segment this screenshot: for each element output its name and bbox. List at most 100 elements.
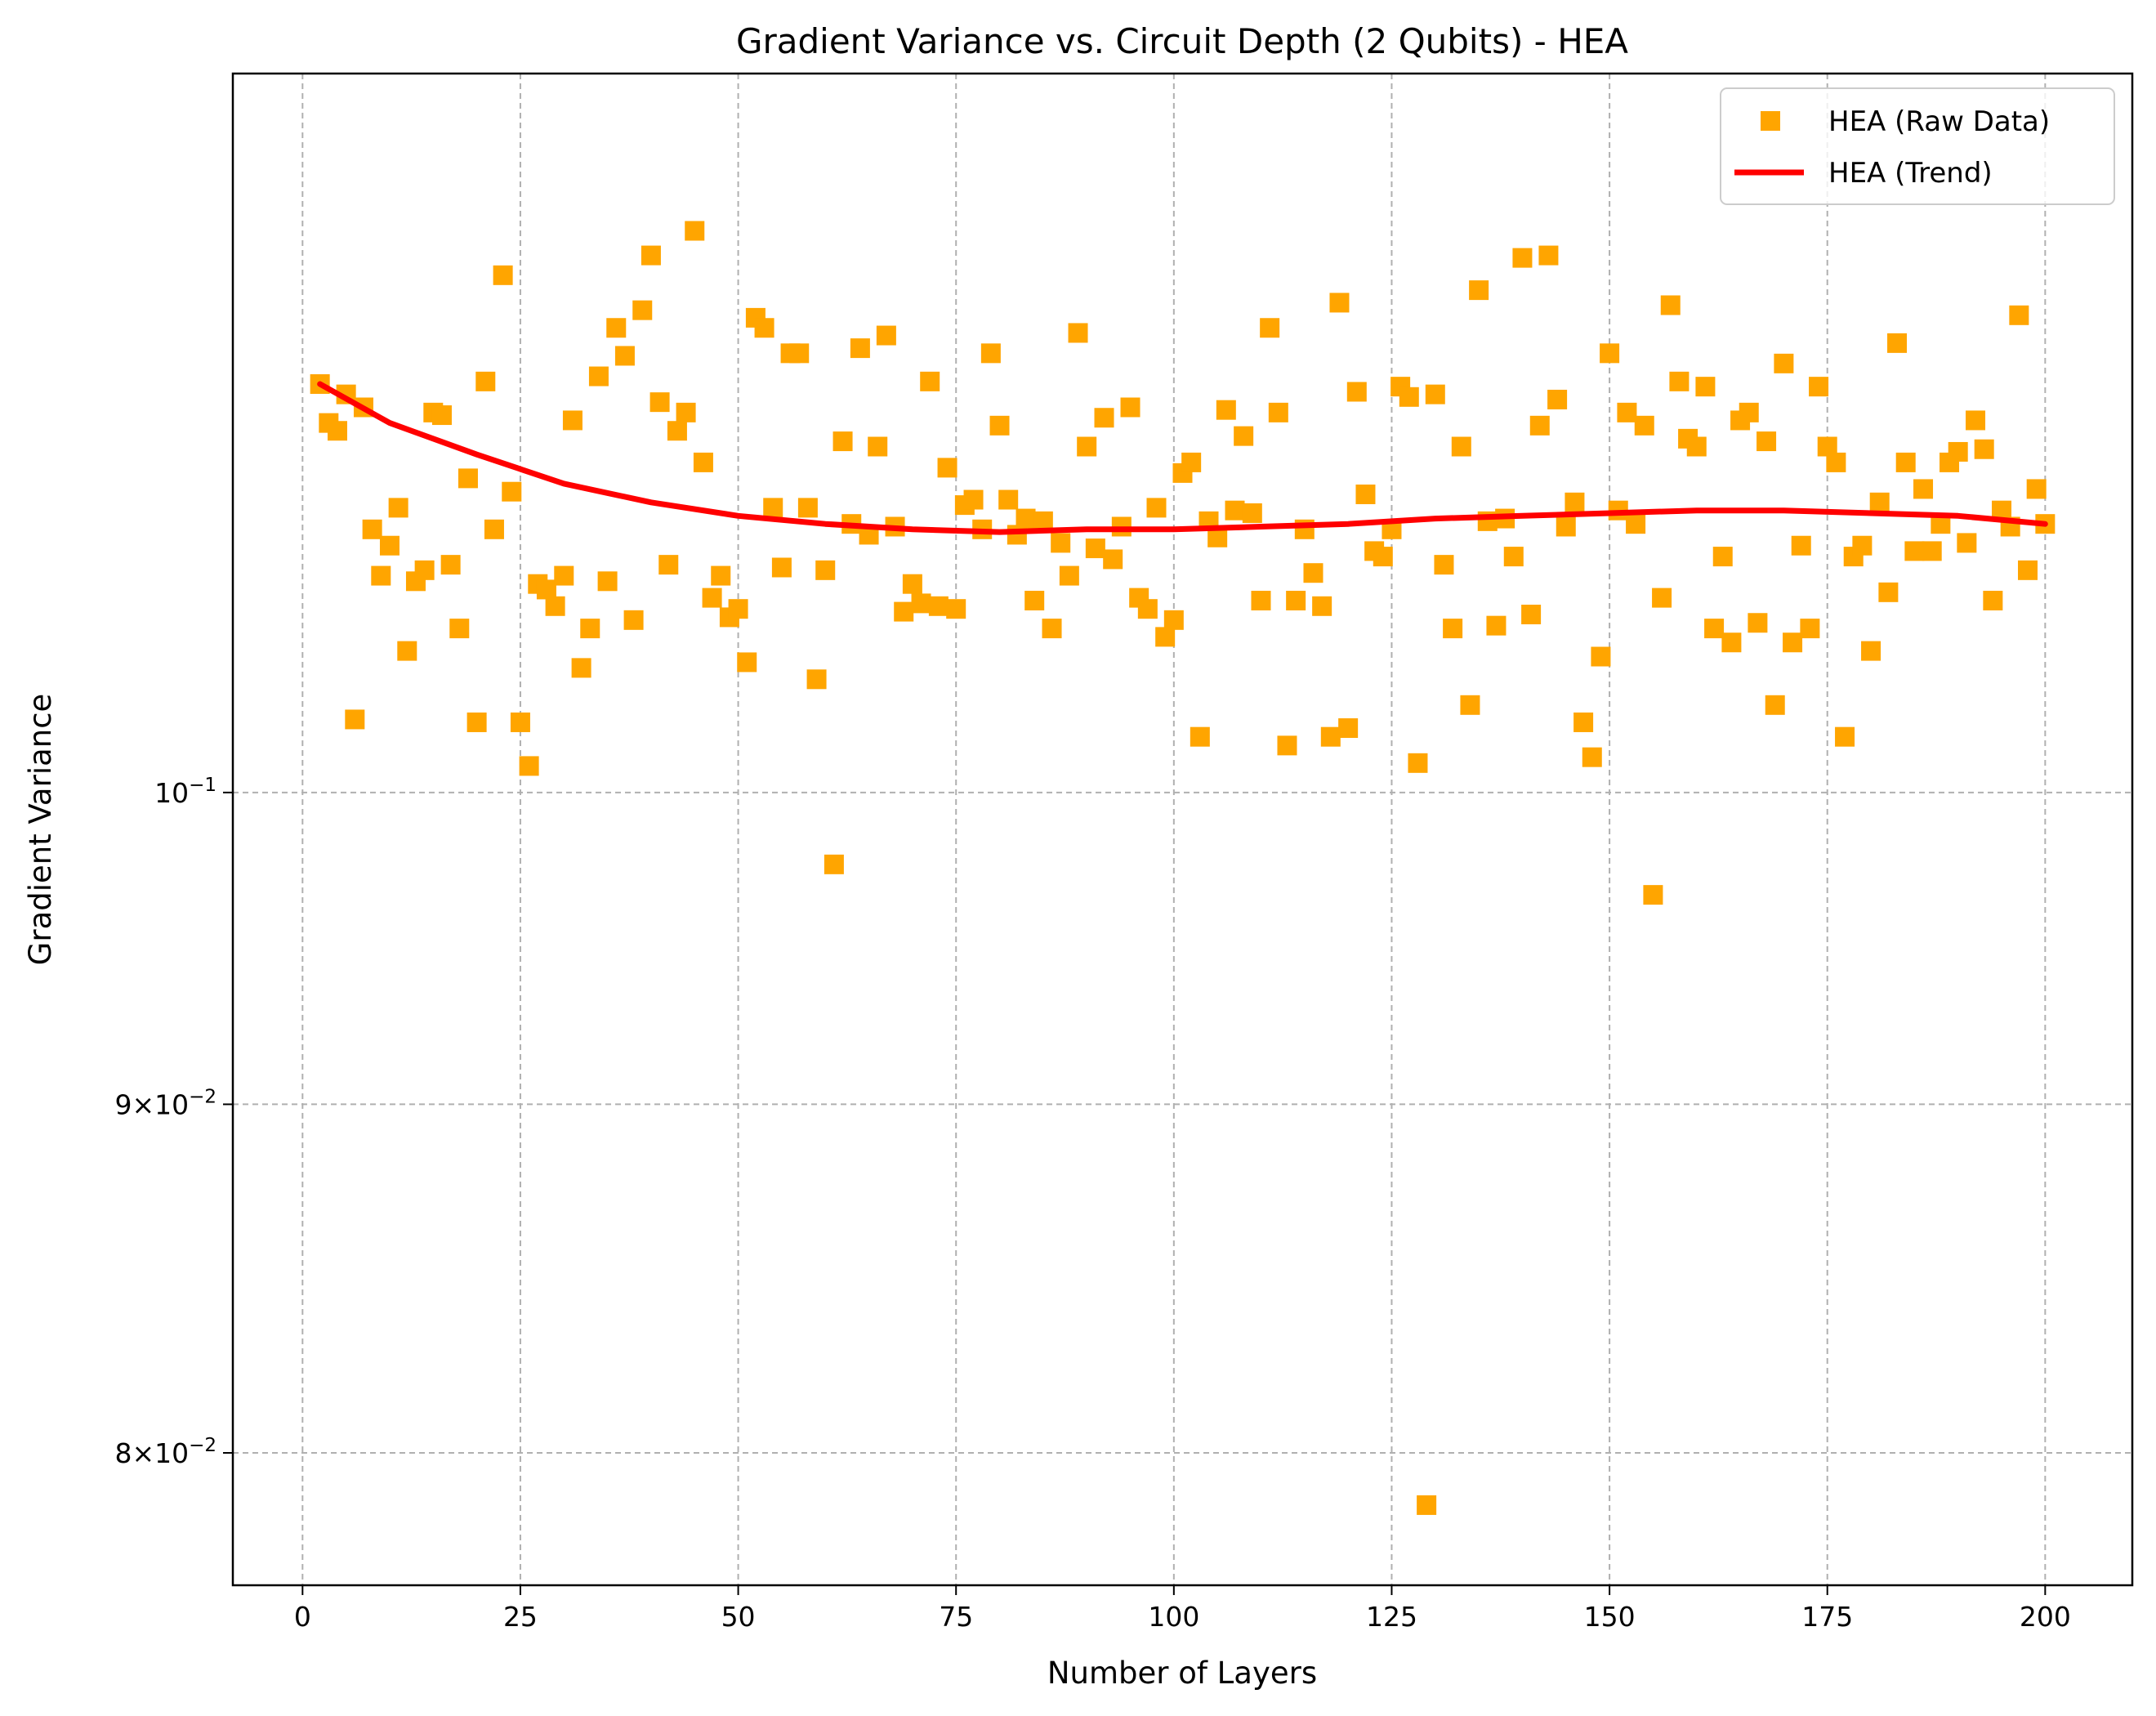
data-point xyxy=(1312,596,1332,616)
x-tick-label: 25 xyxy=(503,1601,538,1633)
data-point xyxy=(1486,615,1507,636)
plot-frame xyxy=(231,72,2134,1587)
data-point xyxy=(484,519,504,539)
data-point xyxy=(1268,402,1288,422)
data-point xyxy=(597,571,618,592)
data-point xyxy=(1835,726,1855,747)
data-point xyxy=(371,565,391,586)
data-point xyxy=(1922,541,1942,561)
data-point xyxy=(1783,632,1803,653)
data-point xyxy=(1260,318,1280,338)
legend-marker-raw-data xyxy=(1761,111,1780,131)
data-point xyxy=(1626,514,1646,534)
data-point xyxy=(1417,1495,1437,1515)
data-point xyxy=(1948,441,1968,462)
data-point xyxy=(754,318,774,338)
x-tick-label: 100 xyxy=(1148,1601,1199,1633)
legend-box xyxy=(1720,87,2115,205)
data-point xyxy=(327,421,347,441)
data-point xyxy=(1120,397,1140,418)
data-point xyxy=(379,535,400,556)
y-tick-label: 9×10−2 xyxy=(114,1086,216,1120)
data-point xyxy=(1338,718,1359,739)
data-point xyxy=(763,498,783,518)
data-point xyxy=(1085,538,1105,559)
y-tick-label: 10−1 xyxy=(154,775,216,809)
scatter-layer xyxy=(310,221,2056,1515)
x-tick-label: 200 xyxy=(2020,1601,2071,1633)
data-point xyxy=(1443,619,1463,639)
data-point xyxy=(1234,426,1254,446)
data-point xyxy=(797,498,818,518)
legend-label-raw-data: HEA (Raw Data) xyxy=(1828,105,2050,138)
data-point xyxy=(571,658,591,678)
data-point xyxy=(937,458,957,478)
data-point xyxy=(1469,280,1489,301)
data-point xyxy=(345,709,365,730)
data-point xyxy=(493,265,513,285)
data-point xyxy=(1251,590,1271,610)
data-point xyxy=(1669,371,1690,391)
data-point xyxy=(902,574,922,594)
data-point xyxy=(519,756,539,776)
data-point xyxy=(1617,402,1637,422)
data-point xyxy=(1451,436,1471,457)
data-point xyxy=(388,498,408,518)
data-point xyxy=(1529,415,1550,436)
data-point xyxy=(1660,295,1681,315)
data-point xyxy=(1434,555,1454,575)
data-point xyxy=(1329,293,1350,313)
data-point xyxy=(1320,726,1341,747)
data-point xyxy=(614,346,635,366)
data-point xyxy=(911,593,931,614)
data-point xyxy=(475,371,496,391)
data-point xyxy=(1695,377,1716,397)
data-point xyxy=(1600,343,1620,364)
data-point xyxy=(868,436,888,457)
data-point xyxy=(1399,387,1419,407)
data-point xyxy=(1512,248,1533,268)
data-point xyxy=(1704,619,1725,639)
data-point xyxy=(1861,641,1881,661)
data-point xyxy=(928,596,949,616)
data-point xyxy=(1163,610,1184,630)
data-point xyxy=(536,579,556,600)
data-point xyxy=(1573,712,1594,732)
data-point xyxy=(806,669,827,690)
x-tick-label: 150 xyxy=(1584,1601,1636,1633)
data-point xyxy=(1355,484,1376,504)
data-point xyxy=(458,468,478,489)
data-point xyxy=(1146,498,1167,518)
data-point xyxy=(1800,619,1820,639)
data-point xyxy=(1077,436,1097,457)
data-point xyxy=(1094,408,1114,428)
data-point xyxy=(431,405,452,426)
data-point xyxy=(824,854,844,874)
data-point xyxy=(588,366,609,387)
data-point xyxy=(832,431,853,452)
x-tick-label: 50 xyxy=(721,1601,756,1633)
x-tick-label: 75 xyxy=(939,1601,973,1633)
data-point xyxy=(397,641,417,661)
data-point xyxy=(1878,582,1899,602)
data-point xyxy=(1408,753,1428,773)
data-point xyxy=(1852,535,1873,556)
data-point xyxy=(1748,613,1768,633)
data-point xyxy=(1521,604,1542,624)
data-point xyxy=(850,338,870,359)
data-point xyxy=(711,565,731,586)
data-point xyxy=(980,343,1001,364)
data-point xyxy=(440,555,461,575)
data-point xyxy=(580,619,600,639)
x-tick-label: 0 xyxy=(294,1601,311,1633)
data-point xyxy=(1983,590,2003,610)
data-point xyxy=(1547,389,1568,409)
data-point xyxy=(658,555,679,575)
data-point xyxy=(728,599,748,619)
data-point xyxy=(1538,245,1559,266)
data-point xyxy=(1774,353,1794,373)
data-point xyxy=(623,610,644,630)
x-axis-label: Number of Layers xyxy=(1047,1656,1317,1691)
data-point xyxy=(1225,500,1245,521)
